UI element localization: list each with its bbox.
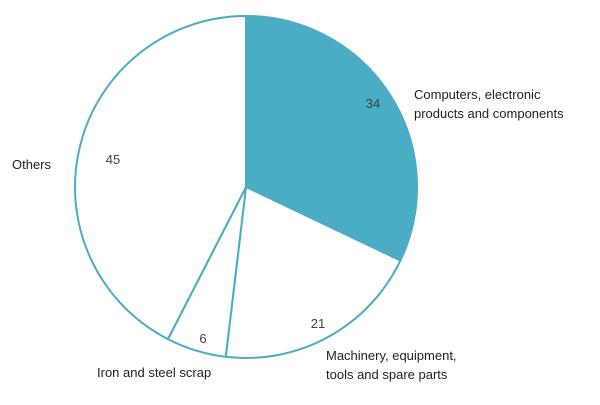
value-label-others: 45 <box>106 152 120 167</box>
category-label-machinery-equipment-tools-and-spare-parts: Machinery, equipment, tools and spare par… <box>326 348 457 382</box>
value-label-computers-electronic-products-and-components: 34 <box>366 96 380 111</box>
value-label-machinery-equipment-tools-and-spare-parts: 21 <box>311 316 325 331</box>
category-label-others: Others <box>12 157 52 172</box>
category-label-computers-electronic-products-and-components: Computers, electronic products and compon… <box>414 87 564 121</box>
pie-slice-others <box>74 15 247 341</box>
pie-slice-machinery-equipment-tools-and-spare-parts <box>224 186 402 359</box>
category-label-iron-and-steel-scrap: Iron and steel scrap <box>97 365 211 380</box>
pie-slice-computers-electronic-products-and-components <box>245 15 418 262</box>
category-label-line: Machinery, equipment, <box>326 348 457 363</box>
category-label-line: tools and spare parts <box>326 367 448 382</box>
category-label-line: Iron and steel scrap <box>97 365 211 380</box>
category-label-line: products and components <box>414 106 564 121</box>
value-label-iron-and-steel-scrap: 6 <box>199 331 206 346</box>
category-label-line: Others <box>12 157 52 172</box>
category-label-line: Computers, electronic <box>414 87 541 102</box>
